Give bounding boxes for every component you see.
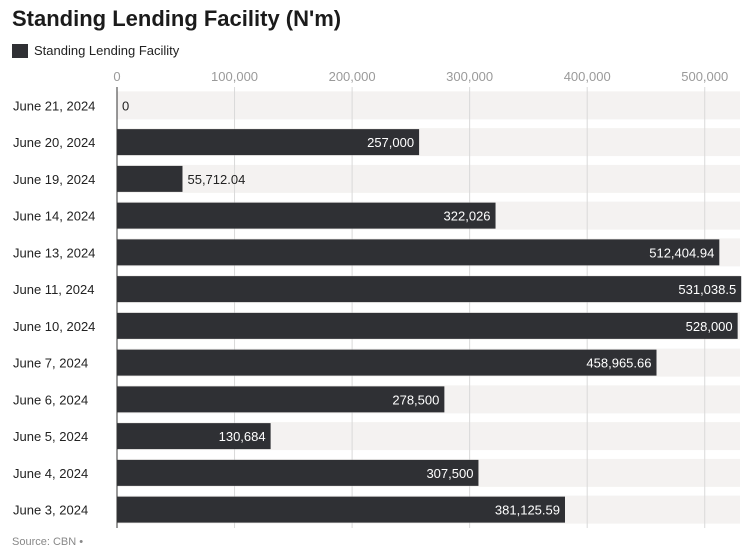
legend: Standing Lending Facility	[12, 43, 179, 58]
category-label: June 7, 2024	[13, 356, 88, 371]
data-label: 531,038.5	[678, 282, 736, 297]
bar	[117, 496, 566, 523]
row-band	[117, 164, 740, 193]
bar	[117, 459, 479, 486]
data-label: 528,000	[686, 319, 733, 334]
data-label: 130,684	[219, 429, 266, 444]
x-tick-label: 300,000	[446, 69, 493, 84]
bar	[117, 312, 738, 339]
source-note: Source: CBN •	[12, 536, 84, 548]
legend-label: Standing Lending Facility	[34, 43, 180, 58]
data-label: 55,712.04	[187, 172, 245, 187]
row-band	[117, 91, 740, 120]
data-label: 458,965.66	[586, 356, 651, 371]
data-label: 307,500	[426, 466, 473, 481]
category-label: June 14, 2024	[13, 209, 95, 224]
category-label: June 19, 2024	[13, 172, 95, 187]
data-label: 0	[122, 98, 129, 113]
category-label: June 6, 2024	[13, 392, 88, 407]
data-label: 322,026	[444, 209, 491, 224]
x-tick-label: 500,000	[681, 69, 728, 84]
data-label: 512,404.94	[649, 245, 714, 260]
bar-chart: 0 100,000 200,000 300,000 400,000 500,000 June…	[13, 69, 742, 528]
category-label: June 11, 2024	[13, 282, 94, 297]
data-label: 257,000	[367, 135, 414, 150]
x-tick-label: 100,000	[211, 69, 258, 84]
category-label: June 5, 2024	[13, 429, 88, 444]
bar	[117, 276, 742, 303]
bar	[117, 423, 271, 450]
bar	[117, 349, 657, 376]
legend-swatch	[12, 43, 28, 58]
bar	[117, 239, 720, 266]
chart-title: Standing Lending Facility (N'm)	[12, 6, 342, 31]
x-tick-label: 400,000	[564, 69, 611, 84]
x-tick-label: 0	[113, 69, 120, 84]
data-label: 381,125.59	[495, 503, 560, 518]
bar	[117, 202, 496, 229]
bar	[117, 129, 420, 156]
data-label: 278,500	[392, 392, 439, 407]
category-label: June 4, 2024	[13, 466, 88, 481]
bar	[117, 165, 183, 192]
category-label: June 10, 2024	[13, 319, 95, 334]
category-label: June 3, 2024	[13, 503, 88, 518]
category-label: June 21, 2024	[13, 98, 95, 113]
category-label: June 13, 2024	[13, 245, 95, 260]
x-tick-label: 200,000	[329, 69, 376, 84]
bar	[117, 386, 445, 413]
category-label: June 20, 2024	[13, 135, 95, 150]
